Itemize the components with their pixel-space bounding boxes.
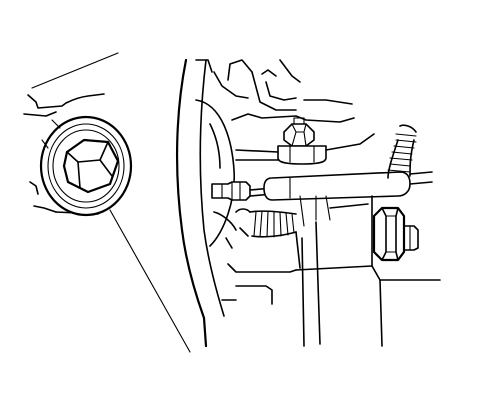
connector-shell (211, 181, 251, 201)
lower-hex-nut (372, 206, 419, 262)
bolt-hex-head (62, 138, 120, 194)
sensor (277, 117, 327, 165)
wiring-harness-lower (235, 208, 297, 238)
sensor-nut (283, 123, 315, 147)
lower-housing (221, 195, 441, 347)
washer-inner (47, 123, 125, 209)
sensor-body (277, 145, 327, 165)
pulley (175, 58, 237, 348)
wiring-harness-right (387, 124, 417, 179)
lower-leader-line (109, 209, 191, 353)
upper-bracket (195, 59, 355, 123)
wire-sleeve (263, 171, 411, 201)
hex-bolt (39, 115, 133, 217)
connector (211, 171, 433, 227)
mounting-lines (235, 133, 375, 161)
upper-leader-line (31, 52, 119, 89)
washer-shadow (52, 129, 120, 203)
